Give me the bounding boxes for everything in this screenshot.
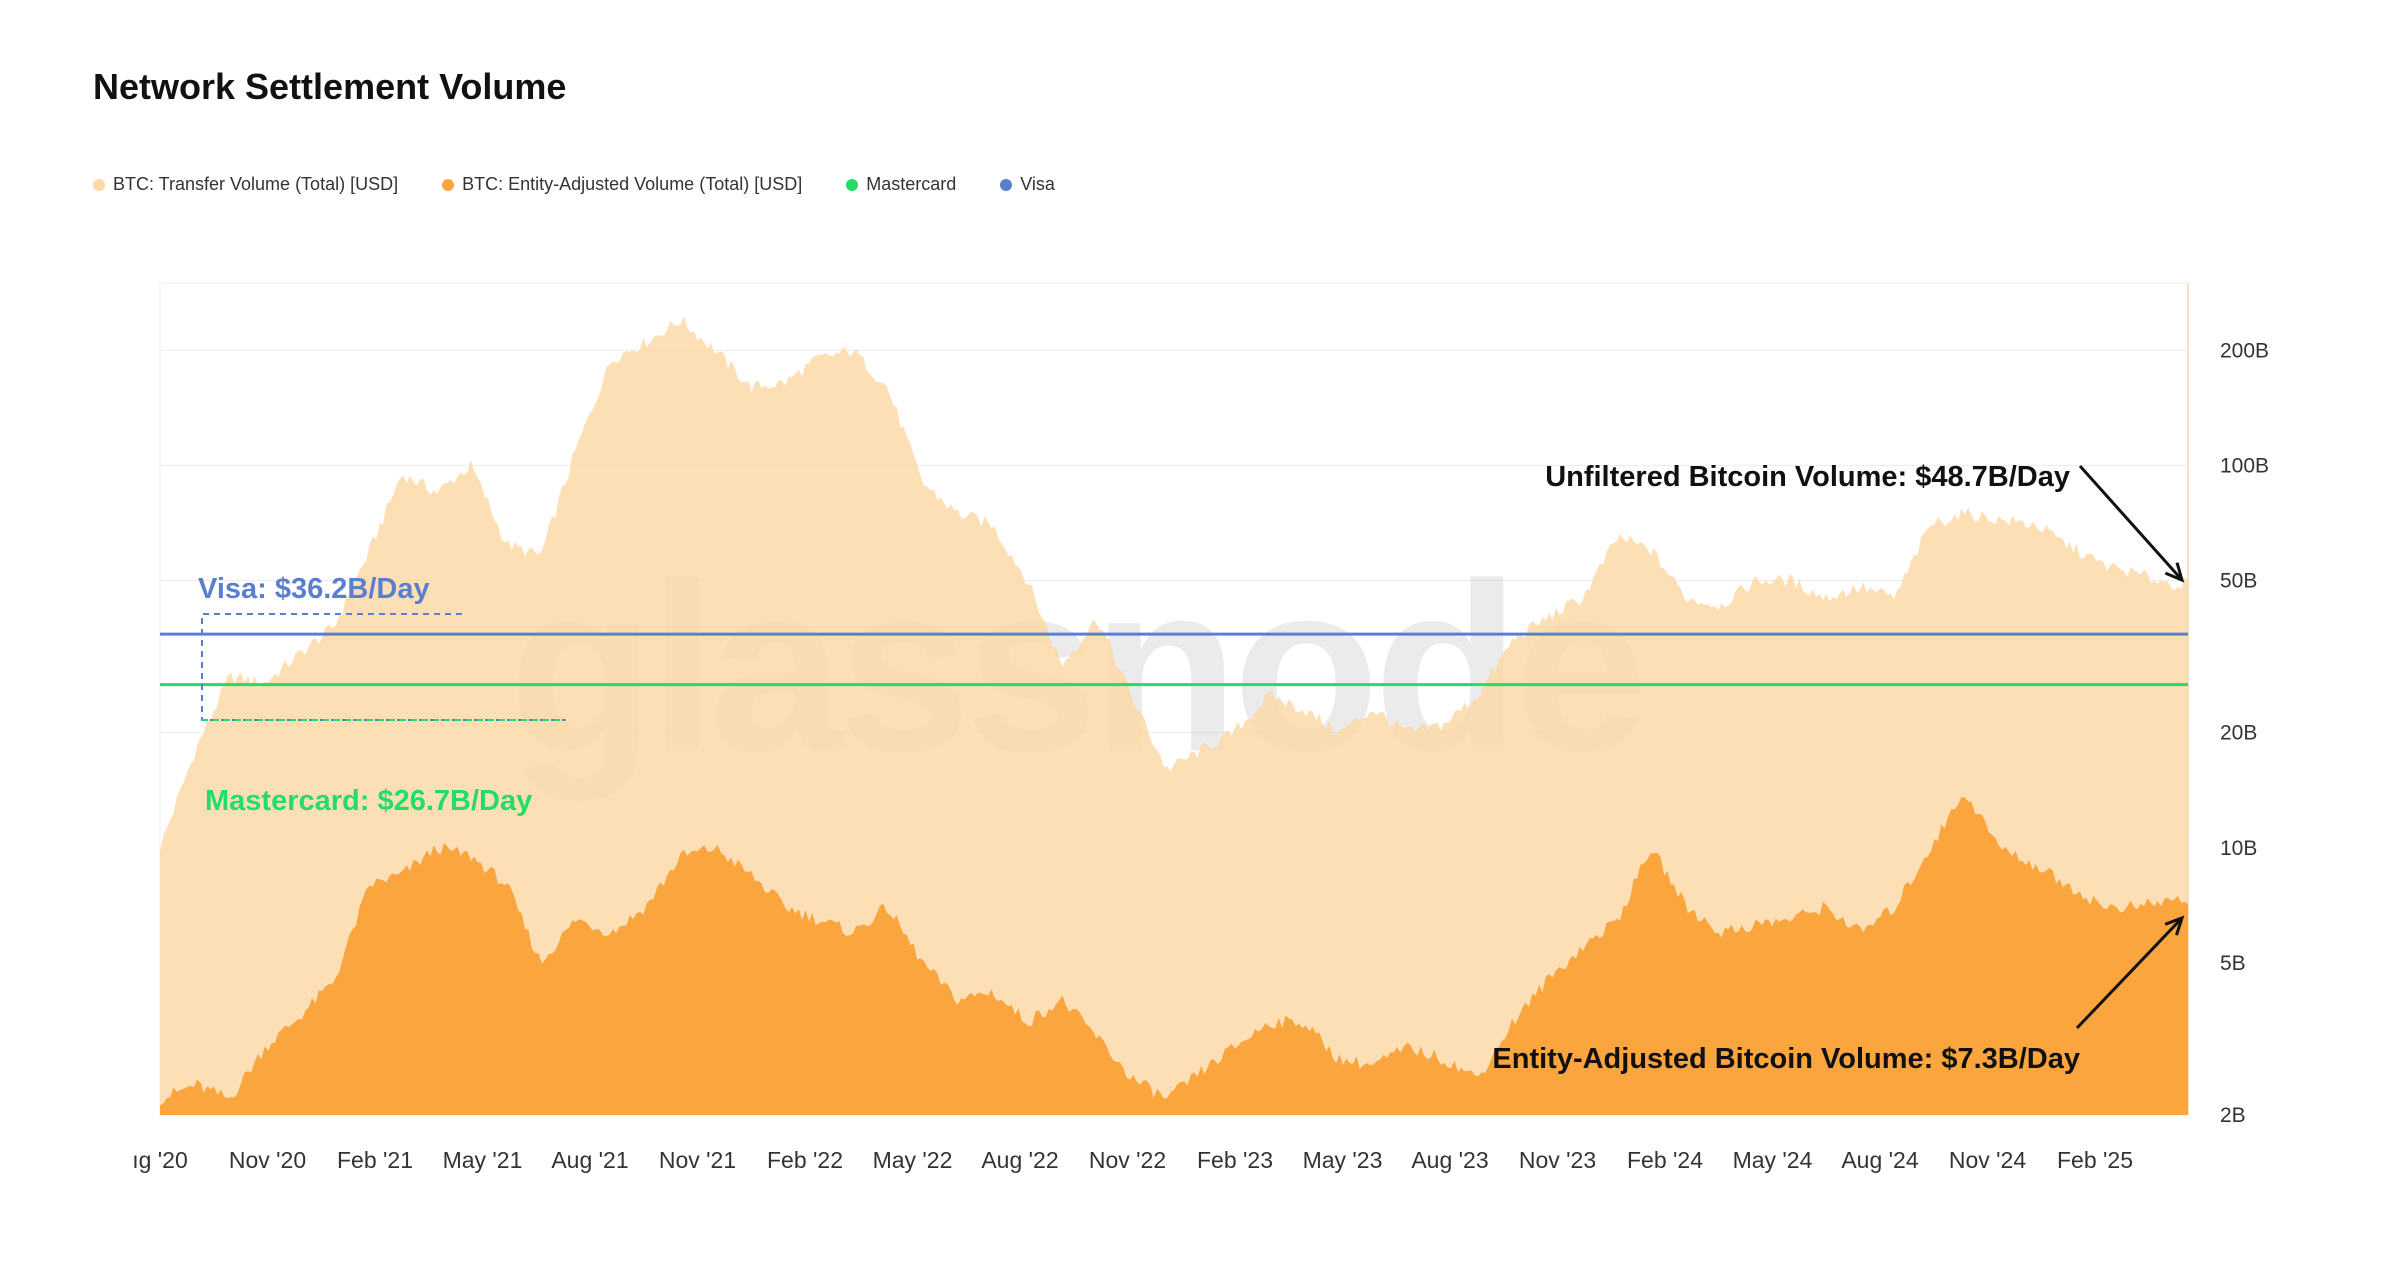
x-tick-label: Aug '24 bbox=[1841, 1147, 1918, 1173]
legend-label-mastercard: Mastercard bbox=[866, 174, 957, 194]
x-tick-label: Aug '23 bbox=[1411, 1147, 1488, 1173]
legend-label-transfer-volume: BTC: Transfer Volume (Total) [USD] bbox=[113, 174, 399, 194]
y-tick-label: 10B bbox=[2220, 837, 2257, 860]
legend-dot-mastercard bbox=[846, 178, 859, 191]
y-tick-label: 2B bbox=[2220, 1104, 2246, 1127]
legend-item-transfer-volume[interactable]: BTC: Transfer Volume (Total) [USD] bbox=[93, 174, 398, 195]
legend-label-visa: Visa bbox=[1020, 174, 1055, 194]
entity-adjusted-volume-annotation: Entity-Adjusted Bitcoin Volume: $7.3B/Da… bbox=[1492, 1043, 2080, 1075]
x-tick-label: May '24 bbox=[1733, 1147, 1813, 1173]
entity-adjusted-volume-arrow bbox=[2075, 916, 2184, 1030]
entity-adjusted-volume-arrow-head bbox=[2164, 915, 2185, 936]
x-tick-label: ıg '20 bbox=[132, 1147, 188, 1173]
x-tick-label: May '21 bbox=[443, 1147, 523, 1173]
unfiltered-volume-arrow-head bbox=[2164, 562, 2185, 583]
legend-item-visa[interactable]: Visa bbox=[1000, 174, 1055, 195]
x-tick-label: Feb '23 bbox=[1197, 1147, 1273, 1173]
visa-annotation: Visa: $36.2B/Day bbox=[198, 573, 430, 605]
x-tick-label: Feb '25 bbox=[2057, 1147, 2133, 1173]
unfiltered-volume-arrow bbox=[2078, 464, 2184, 582]
y-tick-label: 50B bbox=[2220, 570, 2257, 593]
y-tick-label: 200B bbox=[2220, 339, 2269, 362]
chart-legend: BTC: Transfer Volume (Total) [USD] BTC: … bbox=[93, 174, 1055, 195]
unfiltered-volume-annotation: Unfiltered Bitcoin Volume: $48.7B/Day bbox=[1545, 461, 2070, 493]
y-tick-label: 20B bbox=[2220, 722, 2257, 745]
x-tick-label: Nov '23 bbox=[1519, 1147, 1596, 1173]
x-tick-label: Nov '24 bbox=[1949, 1147, 2026, 1173]
y-tick-label: 100B bbox=[2220, 454, 2269, 477]
x-tick-label: May '23 bbox=[1303, 1147, 1383, 1173]
x-tick-label: Feb '21 bbox=[337, 1147, 413, 1173]
x-tick-label: Nov '22 bbox=[1089, 1147, 1166, 1173]
area-entity-adjusted-volume bbox=[160, 796, 2188, 1115]
x-tick-label: Nov '21 bbox=[659, 1147, 736, 1173]
x-tick-label: May '22 bbox=[873, 1147, 953, 1173]
x-tick-label: Feb '24 bbox=[1627, 1147, 1703, 1173]
y-tick-label: 5B bbox=[2220, 952, 2246, 975]
legend-item-mastercard[interactable]: Mastercard bbox=[846, 174, 956, 195]
legend-label-entity-adjusted-volume: BTC: Entity-Adjusted Volume (Total) [USD… bbox=[462, 174, 803, 194]
legend-dot-entity-adjusted-volume bbox=[442, 178, 455, 191]
x-tick-label: Nov '20 bbox=[229, 1147, 306, 1173]
legend-dot-visa bbox=[1000, 178, 1013, 191]
x-tick-label: Aug '21 bbox=[551, 1147, 628, 1173]
mastercard-annotation: Mastercard: $26.7B/Day bbox=[205, 785, 532, 817]
chart-title: Network Settlement Volume bbox=[93, 66, 567, 107]
legend-dot-transfer-volume bbox=[93, 178, 105, 191]
legend-item-entity-adjusted-volume[interactable]: BTC: Entity-Adjusted Volume (Total) [USD… bbox=[442, 174, 802, 195]
x-tick-label: Feb '22 bbox=[767, 1147, 843, 1173]
x-tick-label: Aug '22 bbox=[981, 1147, 1058, 1173]
visa-callout-guide bbox=[201, 613, 566, 721]
